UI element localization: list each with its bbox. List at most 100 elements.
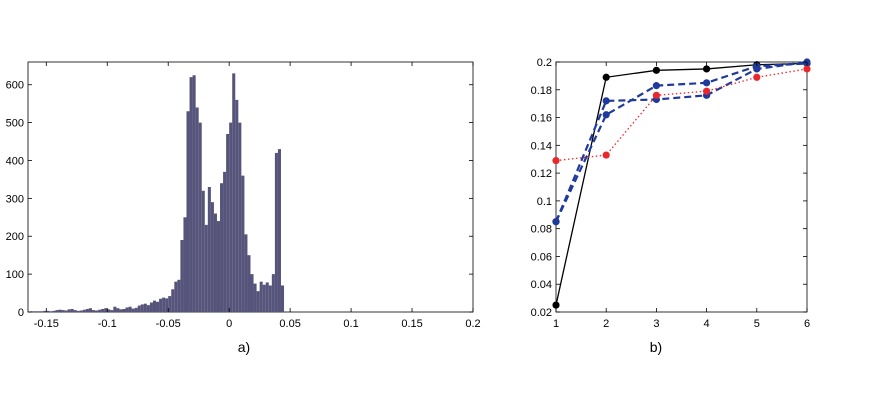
histogram-bar — [40, 311, 44, 312]
line-series — [552, 58, 811, 309]
histogram-bar — [220, 183, 224, 312]
x-tick-label: -0.15 — [34, 318, 59, 330]
y-tick-label: 0.14 — [531, 140, 552, 152]
histogram-bar — [61, 310, 65, 312]
x-tick-label: 2 — [603, 318, 609, 330]
y-tick-label: 400 — [6, 155, 24, 167]
histogram-bar — [67, 309, 71, 312]
x-tick-label: -0.1 — [98, 318, 117, 330]
histogram-bar — [31, 311, 35, 312]
line-axes-box — [555, 61, 808, 313]
y-tick-label: 0.04 — [531, 279, 552, 291]
histogram-bar — [165, 298, 169, 312]
x-tick-label: 0.05 — [279, 318, 300, 330]
histogram-bar — [101, 308, 105, 312]
histogram-bar — [107, 309, 111, 312]
series-point-2 — [652, 82, 661, 90]
histogram-bar — [186, 111, 190, 312]
histogram-bar — [131, 308, 135, 312]
histogram-bar — [95, 310, 99, 312]
histogram-bar — [180, 240, 184, 312]
histogram-bar — [162, 297, 166, 312]
histogram-bar — [256, 291, 260, 312]
histogram-bar — [274, 152, 278, 312]
y-tick-label: 200 — [6, 231, 24, 243]
histogram-bar — [262, 284, 266, 312]
histogram-bar — [238, 122, 242, 312]
series-point-4 — [753, 73, 761, 81]
series-point-3 — [602, 97, 610, 105]
y-tick-label: 0.18 — [531, 85, 552, 97]
histogram-bar — [192, 75, 196, 313]
histogram-bar — [49, 311, 53, 312]
caption-a: a) — [238, 339, 250, 355]
y-tick-label: 0.1 — [537, 196, 552, 208]
histogram-bar — [79, 310, 83, 312]
histogram-bars — [31, 73, 285, 313]
histogram-bar — [204, 224, 208, 312]
line-y-ticks: 0.02 0.04 0.06 0.08 0.1 0.12 0.14 0.16 0.18 0.2 — [531, 57, 807, 319]
series-point-3 — [753, 65, 761, 73]
series-point-2 — [602, 111, 610, 119]
series-point-4 — [803, 65, 811, 73]
histogram-bar — [253, 283, 257, 312]
histogram-bar — [128, 306, 132, 312]
histogram-bar — [195, 107, 199, 312]
histogram-bar — [259, 281, 263, 312]
histogram-bar — [226, 133, 230, 312]
series-line-1 — [555, 62, 808, 306]
x-tick-label: 0.1 — [343, 318, 358, 330]
histogram-bar — [113, 306, 117, 312]
histogram-bar — [244, 234, 248, 312]
histogram-bar — [171, 289, 175, 312]
histogram-bar — [174, 281, 178, 312]
histogram-bar — [52, 310, 56, 312]
histogram-bar — [88, 308, 93, 312]
histogram-bar — [64, 310, 68, 312]
histogram-bar — [156, 301, 160, 312]
y-tick-label: 0.08 — [531, 224, 552, 236]
histogram-bar — [122, 308, 126, 312]
y-tick-label: 300 — [6, 193, 24, 205]
y-tick-label: 500 — [6, 118, 24, 130]
histogram-bar — [119, 309, 123, 312]
y-tick-label: 100 — [6, 269, 24, 281]
histogram-bar — [280, 285, 285, 312]
histogram-bar — [55, 310, 59, 312]
line-x-ticks: 1 2 3 4 5 6 — [553, 62, 810, 330]
histogram-bar — [46, 310, 50, 312]
histogram-bar — [210, 202, 214, 312]
histogram-bar — [43, 310, 47, 312]
histogram-bar — [271, 274, 275, 312]
histogram-bar — [177, 279, 181, 312]
histogram-bar — [183, 217, 187, 312]
histogram-bar — [110, 310, 114, 312]
x-tick-label: 0.15 — [401, 318, 422, 330]
histogram-bar — [268, 285, 272, 312]
histogram-bar — [37, 311, 41, 312]
histogram-bar — [247, 255, 251, 312]
histogram-bar — [216, 221, 221, 312]
histogram-bar — [76, 310, 80, 312]
y-tick-label: 0.12 — [531, 168, 552, 180]
histogram-bar — [146, 305, 150, 312]
histogram-bar — [277, 149, 281, 312]
histogram-bar — [92, 310, 96, 312]
histogram-bar — [250, 274, 254, 312]
x-tick-label: -0.05 — [156, 318, 181, 330]
x-tick-label: 3 — [653, 318, 659, 330]
series-point-4 — [552, 157, 560, 165]
histogram-bar — [168, 296, 172, 312]
y-tick-label: 0.16 — [531, 113, 552, 125]
histogram-bar — [137, 305, 141, 312]
histogram-panel: -0.15 -0.1 -0.05 0 0.05 0.1 0.15 0.2 0 100 200 300… — [6, 61, 481, 355]
histogram-bar — [116, 308, 120, 312]
histogram-bar — [134, 307, 138, 312]
series-point-4 — [602, 151, 610, 159]
series-point-3 — [552, 218, 560, 226]
histogram-bar — [213, 213, 217, 312]
x-tick-label: 5 — [754, 318, 760, 330]
series-point-1 — [703, 65, 711, 73]
series-point-1 — [602, 73, 610, 81]
